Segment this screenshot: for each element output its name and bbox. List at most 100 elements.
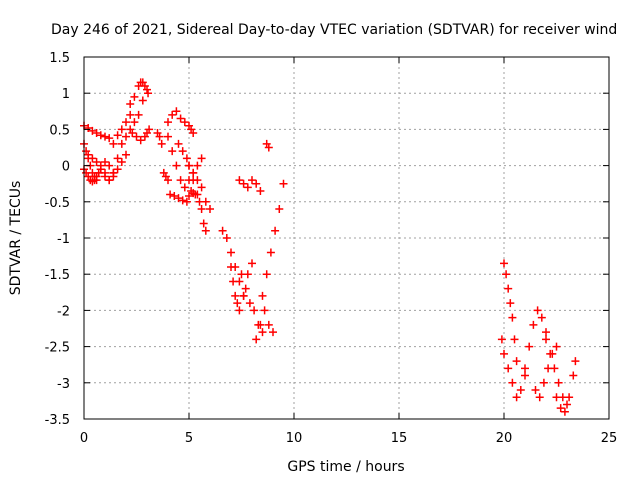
data-point bbox=[172, 107, 181, 116]
data-point bbox=[185, 161, 193, 170]
series-prn-q bbox=[235, 176, 265, 195]
data-point bbox=[554, 378, 563, 387]
x-tick-label: 5 bbox=[185, 431, 193, 446]
data-point bbox=[101, 132, 109, 141]
y-tick-label: -1 bbox=[57, 232, 70, 247]
y-tick-label: 0 bbox=[62, 160, 70, 175]
data-point bbox=[117, 125, 126, 134]
series-prn-s bbox=[258, 179, 288, 300]
x-tick-label: 20 bbox=[496, 431, 513, 446]
data-point bbox=[201, 197, 210, 206]
data-point bbox=[504, 284, 513, 293]
series-prn-f bbox=[126, 78, 153, 109]
data-points bbox=[80, 78, 580, 416]
data-point bbox=[256, 186, 265, 195]
data-point bbox=[260, 306, 269, 315]
y-tick-label: -2 bbox=[57, 304, 70, 319]
data-point bbox=[239, 291, 248, 300]
data-point bbox=[109, 168, 118, 177]
data-point bbox=[218, 226, 227, 235]
data-point bbox=[170, 192, 179, 201]
x-tick-label: 25 bbox=[601, 431, 618, 446]
data-point bbox=[84, 150, 93, 159]
series-prn-w bbox=[521, 306, 550, 373]
data-point bbox=[229, 277, 238, 286]
data-point bbox=[101, 168, 109, 177]
data-point bbox=[537, 313, 546, 322]
data-point bbox=[193, 176, 202, 185]
data-point bbox=[84, 123, 93, 132]
data-point bbox=[508, 313, 517, 322]
data-point bbox=[233, 299, 242, 308]
y-tick-label: -1.5 bbox=[45, 268, 70, 283]
y-axis-label: SDTVAR / TECUs bbox=[8, 181, 24, 296]
data-point bbox=[565, 393, 574, 402]
data-point bbox=[166, 190, 175, 199]
data-point bbox=[144, 89, 153, 98]
data-point bbox=[193, 190, 202, 199]
series-prn-h bbox=[153, 129, 172, 185]
data-point bbox=[500, 259, 508, 268]
data-point bbox=[560, 407, 569, 416]
data-point bbox=[512, 357, 521, 366]
grid-lines bbox=[84, 57, 609, 419]
data-point bbox=[533, 306, 542, 315]
y-tick-label: 1 bbox=[62, 87, 70, 102]
data-point bbox=[92, 129, 101, 138]
data-point bbox=[227, 248, 235, 257]
data-point bbox=[122, 132, 130, 141]
data-point bbox=[189, 168, 198, 177]
x-tick-label: 0 bbox=[80, 431, 88, 446]
data-point bbox=[157, 139, 166, 148]
series-prn-u bbox=[500, 259, 521, 366]
data-point bbox=[176, 176, 185, 185]
data-point bbox=[197, 154, 206, 163]
series-prn-o bbox=[227, 259, 256, 315]
data-point bbox=[88, 126, 97, 135]
data-point bbox=[109, 139, 118, 148]
data-point bbox=[262, 270, 271, 279]
data-point bbox=[510, 335, 519, 344]
data-point bbox=[126, 110, 135, 119]
data-point bbox=[134, 110, 143, 119]
data-point bbox=[176, 114, 185, 123]
y-tick-label: -3.5 bbox=[45, 413, 70, 428]
data-point bbox=[571, 357, 580, 366]
chart-title: Day 246 of 2021, Sidereal Day-to-day VTE… bbox=[51, 22, 617, 38]
data-point bbox=[132, 132, 141, 141]
data-point bbox=[197, 183, 206, 192]
data-point bbox=[113, 131, 122, 140]
data-point bbox=[563, 400, 571, 409]
data-point bbox=[502, 270, 511, 279]
data-point bbox=[569, 371, 578, 380]
data-point bbox=[542, 328, 550, 337]
data-point bbox=[164, 132, 172, 141]
data-point bbox=[101, 157, 109, 166]
data-point bbox=[138, 96, 147, 105]
x-axis-label: GPS time / hours bbox=[287, 459, 404, 475]
data-point bbox=[535, 393, 544, 402]
data-point bbox=[126, 100, 135, 109]
data-point bbox=[96, 165, 105, 174]
data-point bbox=[252, 335, 261, 344]
data-point bbox=[206, 205, 214, 214]
series-prn-y bbox=[542, 335, 571, 409]
data-point bbox=[248, 259, 256, 268]
x-tick-label: 15 bbox=[391, 431, 408, 446]
data-point bbox=[275, 205, 284, 214]
data-point bbox=[227, 262, 235, 271]
data-point bbox=[182, 197, 191, 206]
data-point bbox=[248, 176, 256, 185]
data-point bbox=[231, 291, 240, 300]
data-point bbox=[546, 349, 555, 358]
data-point bbox=[96, 131, 105, 140]
series-prn-z bbox=[552, 357, 580, 416]
data-point bbox=[497, 335, 506, 344]
data-point bbox=[117, 139, 126, 148]
data-point bbox=[269, 328, 277, 337]
y-tick-label: -2.5 bbox=[45, 341, 70, 356]
data-point bbox=[130, 118, 139, 127]
y-tick-label: -3 bbox=[57, 377, 70, 392]
